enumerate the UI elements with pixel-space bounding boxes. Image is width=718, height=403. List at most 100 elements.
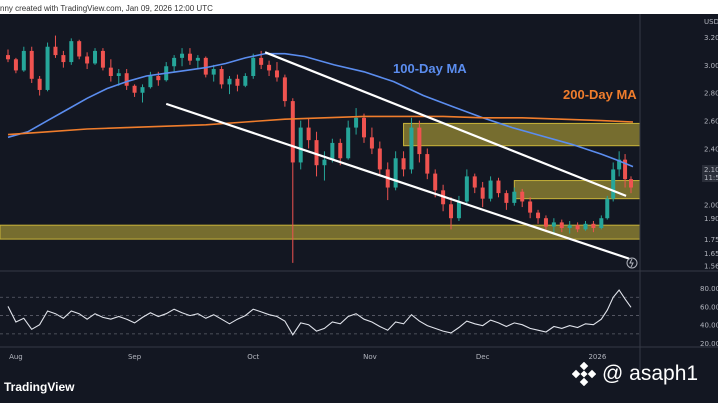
- candle-body-57: [456, 201, 461, 219]
- candle-body-80: [629, 179, 633, 188]
- price-tick-1: 3.000: [704, 62, 718, 70]
- candle-body-26: [211, 69, 216, 75]
- rsi-tick-2: 40.00: [700, 322, 718, 330]
- candle-body-60: [480, 187, 485, 199]
- time-tick-5: 2026: [588, 353, 606, 361]
- last-price-tag: [702, 165, 718, 182]
- moving-averages: 100-Day MA 200-Day MA: [7, 52, 637, 168]
- time-tick-1: Sep: [128, 353, 142, 361]
- candle-body-2: [21, 50, 26, 71]
- candle-body-43: [346, 127, 351, 159]
- candle-body-39: [314, 140, 319, 166]
- candle-body-65: [520, 191, 525, 202]
- candle-body-22: [180, 53, 185, 58]
- candle-body-66: [528, 201, 533, 213]
- candle-body-68: [543, 218, 548, 227]
- candle-body-33: [267, 64, 272, 71]
- candle-body-61: [488, 180, 493, 199]
- candlesticks: [6, 35, 633, 263]
- candle-body-73: [583, 223, 588, 230]
- candle-body-56: [449, 204, 454, 219]
- ma-line-1: [7, 52, 634, 168]
- candle-body-1: [13, 59, 18, 71]
- candle-body-75: [599, 218, 604, 228]
- candle-body-58: [464, 176, 469, 202]
- time-tick-3: Nov: [363, 353, 377, 361]
- time-tick-4: Dec: [476, 353, 490, 361]
- candle-body-13: [108, 67, 113, 77]
- last-price-value: 2.103: [704, 166, 718, 174]
- channel-line-1: [264, 51, 627, 197]
- price-tick-10: 1.56: [704, 263, 718, 271]
- price-tick-2: 2.800: [704, 90, 718, 98]
- rsi-pane: [0, 289, 640, 336]
- support-resistance-zones: [0, 122, 641, 240]
- price-tick-9: 1.650: [704, 250, 718, 258]
- price-tick-8: 1.750: [704, 236, 718, 244]
- price-tick-7: 1.900: [704, 215, 718, 223]
- candle-body-6: [53, 46, 58, 56]
- candle-body-64: [512, 191, 517, 203]
- candle-body-76: [605, 198, 610, 219]
- candle-body-3: [29, 50, 34, 79]
- descending-channel: [165, 51, 630, 260]
- candle-body-19: [156, 76, 161, 81]
- candle-body-35: [282, 77, 287, 102]
- candle-body-23: [187, 53, 192, 61]
- candle-body-24: [195, 57, 200, 61]
- candle-body-11: [93, 50, 98, 64]
- candle-body-17: [140, 87, 145, 93]
- candle-body-4: [37, 78, 42, 90]
- candle-body-9: [77, 41, 82, 57]
- candle-body-15: [124, 73, 129, 86]
- candle-body-21: [172, 57, 177, 67]
- tradingview-logo: TradingView: [4, 380, 75, 394]
- price-tick-6: 2.000: [704, 201, 718, 209]
- time-tick-2: Oct: [247, 353, 259, 361]
- candle-body-49: [393, 158, 398, 188]
- candle-body-53: [425, 154, 430, 174]
- candle-body-42: [338, 142, 343, 159]
- candle-body-32: [259, 57, 264, 65]
- candle-body-31: [251, 57, 256, 77]
- candle-body-50: [401, 158, 406, 170]
- candle-body-62: [496, 180, 501, 194]
- candle-body-52: [417, 127, 422, 155]
- candle-body-5: [45, 46, 50, 90]
- candle-body-71: [567, 225, 572, 228]
- candle-body-29: [235, 78, 240, 86]
- candle-body-27: [219, 69, 224, 85]
- candle-body-38: [306, 127, 311, 141]
- rsi-tick-3: 20.00: [700, 340, 718, 348]
- time-tick-0: Aug: [9, 353, 23, 361]
- binance-icon: [572, 362, 596, 386]
- ma-line-2: [7, 115, 634, 136]
- candle-body-30: [243, 76, 248, 86]
- candle-body-8: [69, 41, 74, 63]
- candle-body-69: [551, 222, 556, 227]
- candle-body-28: [227, 78, 232, 85]
- chart-header: nny created with TradingView.com, Jan 09…: [0, 4, 213, 13]
- candle-body-44: [354, 117, 359, 128]
- candle-body-79: [623, 159, 628, 180]
- price-tick-0: 3.200: [704, 34, 718, 42]
- rsi-line: [7, 289, 632, 336]
- watermark-text: @ asaph1: [602, 362, 699, 385]
- ma-label-2: 200-Day MA: [563, 87, 637, 102]
- candle-body-47: [377, 148, 382, 170]
- candle-body-54: [433, 173, 438, 191]
- price-tick-4: 2.400: [704, 146, 718, 154]
- rsi-tick-1: 60.00: [700, 303, 718, 311]
- alert-icon[interactable]: [626, 257, 638, 269]
- price-axis: USD3.2003.0002.8002.6002.4002.2002.0001.…: [700, 18, 718, 348]
- channel-line-2: [165, 102, 630, 260]
- candle-body-14: [116, 73, 121, 77]
- candle-body-51: [409, 127, 414, 170]
- candle-body-10: [85, 56, 90, 64]
- price-tick-3: 2.600: [704, 118, 718, 126]
- header-bar: [0, 0, 718, 14]
- candle-body-67: [536, 212, 541, 219]
- zone-2: [513, 180, 641, 200]
